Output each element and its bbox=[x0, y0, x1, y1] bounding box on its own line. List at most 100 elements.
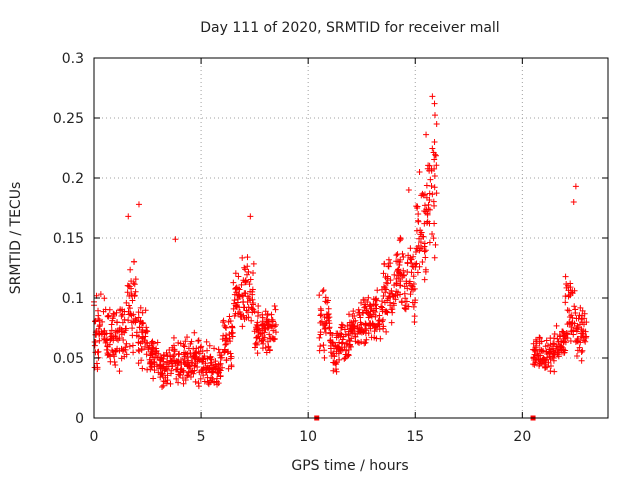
data-point bbox=[433, 162, 440, 169]
data-point bbox=[122, 325, 129, 332]
data-point bbox=[223, 341, 230, 348]
data-point bbox=[344, 323, 351, 330]
data-point bbox=[431, 112, 438, 119]
y-tick-label: 0.3 bbox=[62, 51, 84, 67]
data-point bbox=[543, 348, 550, 355]
data-point bbox=[556, 332, 563, 339]
data-point bbox=[168, 367, 175, 374]
data-point bbox=[338, 347, 345, 354]
data-point bbox=[431, 139, 438, 145]
data-point bbox=[226, 335, 233, 342]
data-point bbox=[175, 339, 182, 346]
data-point bbox=[562, 339, 569, 346]
data-point bbox=[136, 324, 143, 331]
data-point bbox=[248, 317, 255, 324]
data-point bbox=[104, 313, 111, 320]
data-point bbox=[319, 288, 326, 295]
data-point bbox=[554, 349, 561, 356]
data-point bbox=[410, 286, 417, 293]
data-point bbox=[234, 299, 241, 306]
data-point bbox=[270, 327, 277, 334]
data-point bbox=[250, 270, 257, 277]
data-point bbox=[101, 336, 108, 343]
data-point bbox=[248, 304, 255, 311]
data-point bbox=[266, 331, 273, 338]
data-point bbox=[200, 372, 207, 379]
data-point bbox=[397, 270, 404, 277]
data-point bbox=[568, 289, 575, 296]
data-point bbox=[221, 348, 228, 355]
data-point bbox=[227, 355, 234, 362]
data-point bbox=[113, 309, 120, 316]
data-point bbox=[581, 337, 588, 344]
data-point bbox=[244, 263, 251, 270]
data-point bbox=[150, 375, 157, 382]
data-point bbox=[218, 354, 225, 361]
data-point bbox=[356, 311, 363, 318]
data-point bbox=[390, 302, 397, 309]
data-point bbox=[222, 341, 229, 348]
data-point bbox=[147, 366, 154, 373]
data-point bbox=[404, 259, 411, 266]
data-point bbox=[417, 239, 424, 246]
data-point bbox=[182, 338, 189, 345]
data-point bbox=[422, 268, 429, 275]
data-point bbox=[149, 344, 156, 351]
data-point bbox=[385, 263, 392, 270]
data-point bbox=[320, 287, 327, 294]
data-point bbox=[567, 338, 574, 345]
data-point bbox=[320, 342, 327, 349]
data-point bbox=[160, 355, 167, 362]
data-point bbox=[410, 281, 417, 288]
data-point bbox=[415, 210, 422, 217]
data-point bbox=[202, 369, 209, 376]
data-point bbox=[380, 270, 387, 277]
data-point bbox=[135, 333, 142, 340]
data-point bbox=[532, 348, 539, 355]
data-point bbox=[575, 335, 582, 342]
data-point bbox=[159, 383, 166, 390]
data-point bbox=[163, 380, 170, 387]
data-point bbox=[362, 339, 369, 346]
y-tick-label: 0.1 bbox=[62, 291, 84, 307]
data-point bbox=[182, 376, 189, 383]
data-point bbox=[238, 311, 245, 318]
data-point bbox=[139, 334, 146, 341]
data-point bbox=[229, 324, 236, 331]
data-point bbox=[96, 331, 103, 338]
data-point bbox=[431, 184, 438, 191]
data-point bbox=[425, 201, 432, 208]
data-point bbox=[317, 343, 324, 350]
data-point bbox=[118, 328, 125, 335]
data-point bbox=[560, 333, 567, 340]
data-point bbox=[180, 380, 187, 387]
data-point bbox=[264, 310, 271, 317]
x-tick-label: 15 bbox=[406, 429, 424, 445]
data-point bbox=[171, 348, 178, 355]
data-point bbox=[548, 346, 555, 353]
data-point bbox=[191, 329, 198, 336]
data-point bbox=[153, 348, 160, 355]
data-point bbox=[107, 358, 114, 365]
data-point bbox=[163, 349, 170, 356]
data-point bbox=[316, 292, 323, 299]
data-point bbox=[108, 335, 115, 342]
data-point bbox=[173, 375, 180, 382]
data-point bbox=[235, 291, 242, 298]
data-point bbox=[260, 340, 267, 347]
data-point bbox=[114, 319, 121, 326]
data-point bbox=[554, 335, 561, 342]
data-point bbox=[146, 356, 153, 363]
data-point bbox=[426, 206, 433, 213]
data-point bbox=[579, 307, 586, 314]
data-point bbox=[569, 314, 576, 321]
data-point bbox=[543, 364, 550, 371]
data-point bbox=[354, 325, 361, 332]
data-point bbox=[127, 266, 134, 273]
data-point bbox=[364, 299, 371, 306]
data-point bbox=[187, 340, 194, 347]
data-point bbox=[195, 337, 202, 344]
data-point bbox=[97, 291, 104, 298]
data-point bbox=[157, 374, 164, 381]
data-point bbox=[180, 342, 187, 349]
